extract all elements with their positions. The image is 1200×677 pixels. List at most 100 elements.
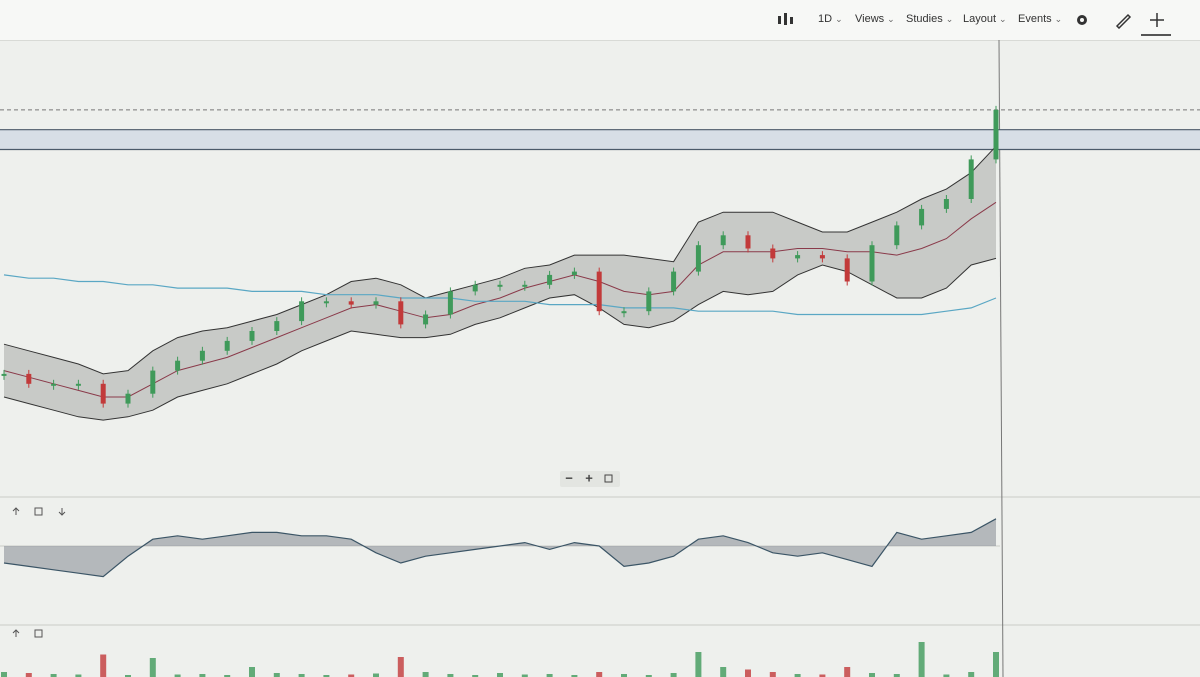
candle [869, 245, 875, 282]
candle [373, 301, 379, 305]
candle [100, 383, 106, 404]
oscillator-line [3, 518, 997, 578]
candle [968, 159, 974, 199]
settings-icon[interactable] [1074, 12, 1090, 28]
candle [150, 370, 156, 394]
volume-bar [1, 672, 7, 677]
volume-bar [348, 674, 355, 677]
volume-bar [25, 673, 32, 677]
candle [249, 331, 255, 341]
volume-bar [819, 674, 826, 677]
candle [199, 350, 205, 361]
candle [224, 340, 230, 351]
candle [943, 199, 949, 209]
volume-bar [497, 673, 503, 677]
fit-icon[interactable] [604, 474, 613, 483]
volume-bar [224, 675, 231, 677]
volume-bar [273, 673, 280, 677]
move-down-icon[interactable] [58, 508, 66, 516]
band-upper [3, 145, 997, 375]
volume-bar [695, 652, 702, 677]
volume-bar [521, 674, 528, 677]
toolbar: 1D Views Studies Layout Events [0, 0, 1200, 41]
volume-bar [373, 673, 379, 677]
maximize-icon[interactable] [34, 629, 43, 638]
candle [745, 235, 751, 249]
candle [819, 255, 825, 259]
candle [323, 301, 329, 304]
candle [770, 248, 776, 259]
band-lower [3, 257, 997, 421]
volume-bar [943, 674, 950, 677]
candle [447, 291, 453, 315]
volume-bar [918, 642, 925, 677]
chart-type-icon[interactable] [776, 10, 796, 30]
resistance-zone [0, 129, 1200, 150]
interval-menu[interactable]: 1D [818, 13, 843, 25]
volume-bar [769, 672, 776, 677]
volume-bar [546, 674, 553, 677]
volume-bar [645, 675, 652, 677]
volume-bar [125, 675, 131, 677]
candle [671, 271, 677, 292]
active-tool-indicator [1141, 34, 1171, 36]
volume-bar [794, 674, 801, 677]
volume-bar [199, 674, 206, 677]
candle [299, 301, 305, 322]
candle [919, 208, 925, 226]
volume-bar [745, 669, 751, 677]
volume-bar [869, 673, 875, 677]
candle [522, 284, 528, 287]
crosshair-icon[interactable] [1148, 11, 1166, 29]
maximize-icon[interactable] [34, 507, 43, 516]
volume-bar [249, 667, 255, 677]
osc-pane-controls [12, 507, 66, 638]
volume-bar [75, 674, 82, 677]
candle [497, 284, 503, 287]
long-ma [3, 274, 997, 316]
candle [175, 360, 181, 371]
volume-bar [596, 672, 603, 677]
candle [423, 314, 429, 325]
candle [844, 258, 850, 282]
move-up-icon[interactable] [12, 629, 20, 637]
move-up-icon[interactable] [12, 507, 20, 515]
zoom-in[interactable]: + [585, 470, 593, 485]
volume-bar [720, 667, 727, 677]
candle [398, 301, 404, 325]
candle [993, 109, 999, 160]
candle [596, 271, 602, 312]
volume-bar [422, 672, 429, 677]
studies-menu[interactable]: Studies [906, 13, 953, 25]
volume-bar [100, 654, 107, 677]
views-menu[interactable]: Views [855, 13, 895, 25]
oscillator-fill [4, 518, 996, 577]
candle [547, 274, 553, 285]
candle [51, 383, 57, 386]
candle [795, 255, 801, 259]
layout-menu[interactable]: Layout [963, 13, 1007, 25]
candle [646, 291, 652, 312]
volume-bar [174, 674, 181, 677]
volume-bar [993, 652, 999, 677]
volume-bar [298, 674, 305, 677]
candle [1, 373, 7, 376]
volume-bar [323, 675, 330, 677]
volume-bar [397, 657, 404, 677]
zoom-out[interactable]: − [565, 470, 573, 485]
volume-bar [844, 667, 851, 677]
volume-bar [50, 674, 57, 677]
events-menu[interactable]: Events [1018, 13, 1062, 25]
volume-bar [893, 674, 900, 677]
volume-bar [149, 658, 156, 677]
volume-bar [447, 674, 454, 677]
candle [720, 235, 726, 246]
draw-icon[interactable] [1114, 11, 1132, 29]
candle [571, 271, 577, 275]
volume-bar [670, 673, 677, 677]
candle [75, 383, 81, 386]
candle [621, 311, 627, 314]
candle [348, 301, 354, 305]
